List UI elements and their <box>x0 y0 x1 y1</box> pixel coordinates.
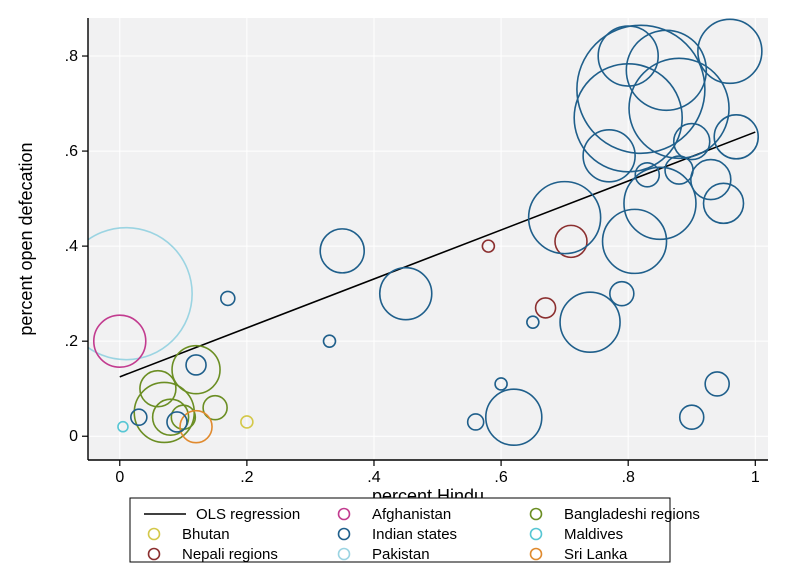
x-tick-label: .4 <box>367 469 380 486</box>
legend-label: Maldives <box>564 526 623 543</box>
legend-label: Nepali regions <box>182 546 278 563</box>
legend-label: Bangladeshi regions <box>564 506 700 523</box>
x-tick-label: .6 <box>494 469 507 486</box>
y-axis-label: percent open defecation <box>16 142 36 335</box>
y-tick-label: .8 <box>65 48 78 65</box>
x-tick-label: 0 <box>115 469 124 486</box>
legend-label: Indian states <box>372 526 457 543</box>
legend-label: OLS regression <box>196 506 300 523</box>
legend-label: Afghanistan <box>372 506 451 523</box>
y-tick-label: .6 <box>65 143 78 160</box>
y-tick-label: .4 <box>65 238 78 255</box>
legend-label: Bhutan <box>182 526 230 543</box>
legend-label: Pakistan <box>372 546 430 563</box>
scatter-chart: 0.2.4.6.810.2.4.6.8percent Hindupercent … <box>0 0 800 573</box>
x-tick-label: .8 <box>622 469 635 486</box>
x-tick-label: 1 <box>751 469 760 486</box>
y-tick-label: 0 <box>69 428 78 445</box>
y-tick-label: .2 <box>65 333 78 350</box>
x-tick-label: .2 <box>240 469 253 486</box>
legend-label: Sri Lanka <box>564 546 628 563</box>
